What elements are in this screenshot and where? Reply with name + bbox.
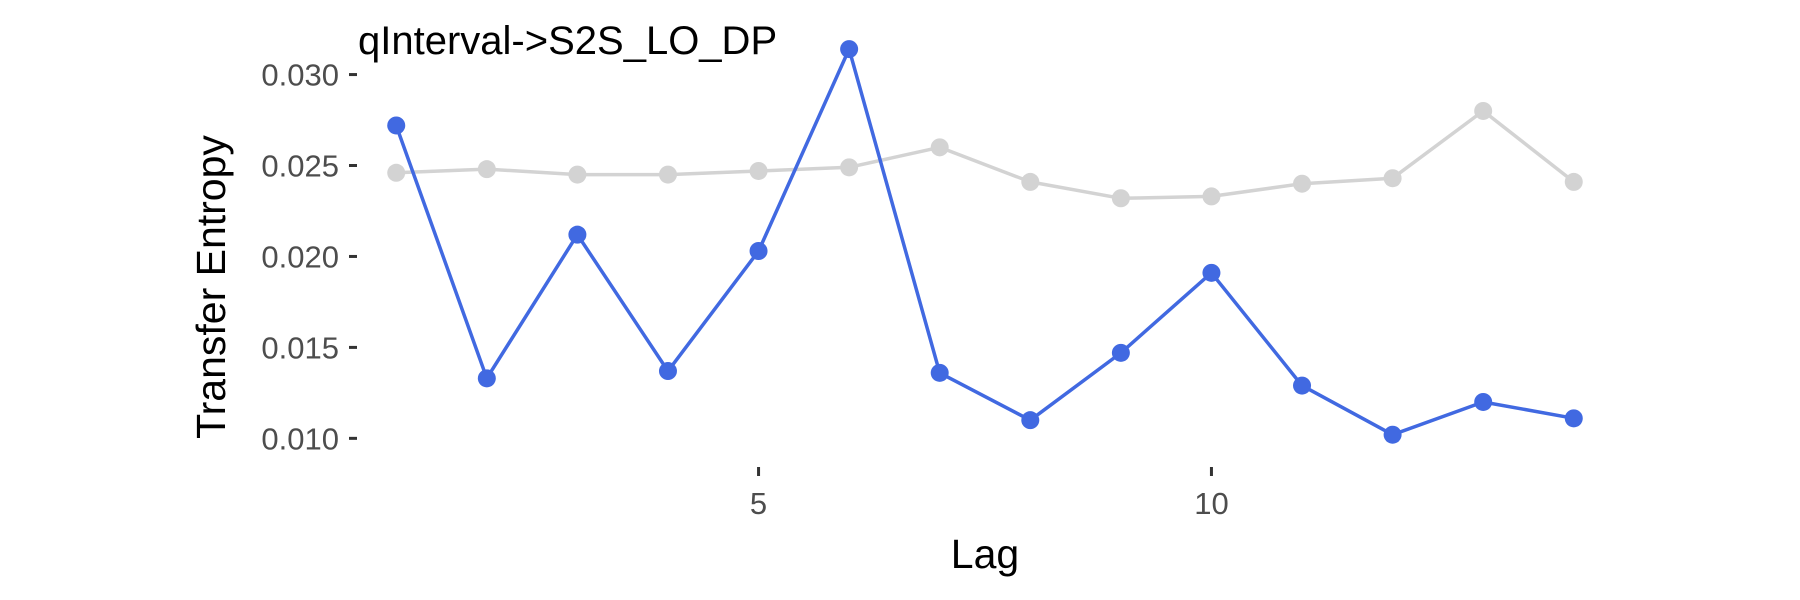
x-axis: 5 10 [750,467,1229,521]
series-0 [387,101,1583,208]
data-point [749,242,768,260]
y-axis-title: Transfer Entropy [188,135,234,439]
data-point [1111,343,1130,362]
x-axis-title: Lag [951,531,1019,577]
data-point [1021,172,1040,191]
data-point [840,158,859,177]
data-point [477,369,496,388]
y-tick-label: 0.025 [261,149,339,184]
data-point [1021,411,1040,430]
series-line [394,109,1576,201]
data-point [387,116,406,135]
data-point [658,165,677,184]
x-tick-label: 10 [1194,486,1228,521]
data-point [840,40,859,59]
data-point [658,362,677,381]
series-line [394,47,1576,437]
data-point [1474,101,1493,120]
data-point [1383,425,1402,444]
y-tick-label: 0.010 [261,421,339,456]
data-point [387,163,406,182]
x-tick-label: 5 [750,486,767,521]
data-point [1474,392,1493,411]
data-point [1202,187,1221,206]
y-tick-label: 0.020 [261,239,339,274]
data-point [749,161,768,180]
data-point [568,225,587,244]
y-tick-label: 0.030 [261,58,339,93]
data-point [1293,174,1312,193]
data-point [477,160,496,179]
data-point [1202,263,1221,282]
data-point [1564,409,1583,428]
series-1 [387,40,1583,444]
data-point [930,138,949,157]
data-point [1293,376,1312,395]
data-point [568,165,587,184]
chart-title: qInterval->S2S_LO_DP [358,19,777,63]
y-axis: 0.010 0.015 0.020 0.025 0.030 [261,58,357,456]
y-tick-label: 0.015 [261,330,339,365]
series-layer [387,40,1583,444]
data-point [1564,172,1583,191]
data-point [1111,189,1130,208]
data-point [1383,169,1402,188]
data-point [930,363,949,382]
